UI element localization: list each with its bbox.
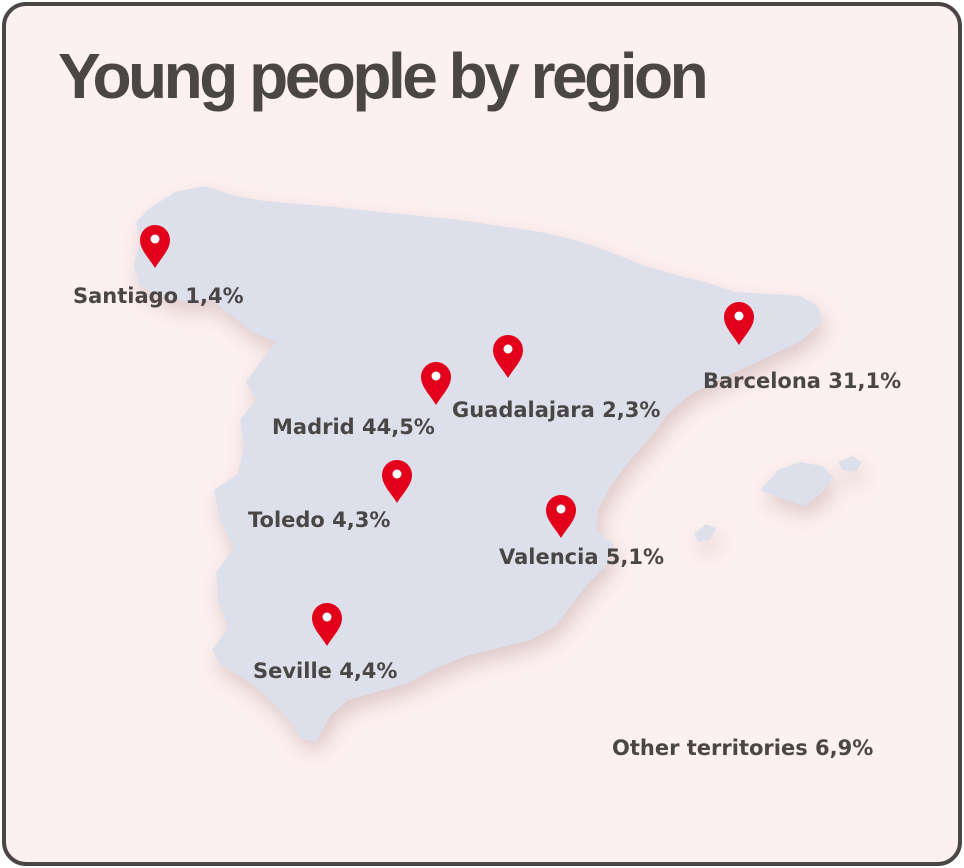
pin-dot [556,504,566,514]
location-pin [140,225,170,268]
region-label: Santiago 1,4% [73,284,244,308]
pin-dot [431,371,441,381]
spain-map [134,186,862,742]
menorca [838,456,862,472]
region-label: Toledo 4,3% [248,508,390,532]
location-pin [312,603,342,646]
location-pin [382,460,412,503]
markers: Santiago 1,4% Barcelona 31,1% Guadalajara … [73,225,901,760]
location-pin [493,335,523,378]
location-pin [421,362,451,405]
pin-dot [322,612,332,622]
region-label: Madrid 44,5% [272,415,435,439]
ibiza [694,524,716,542]
region-label: Guadalajara 2,3% [452,398,660,422]
mainland [134,186,822,742]
location-pin [546,495,576,538]
location-pin [724,302,754,345]
pin-dot [734,311,744,321]
region-label: Valencia 5,1% [499,545,664,569]
pin-dot [392,469,402,479]
region-label: Seville 4,4% [253,659,397,683]
region-label: Other territories 6,9% [612,736,873,760]
mallorca [760,462,834,506]
title: Young people by region [58,40,706,112]
region-label: Barcelona 31,1% [703,369,901,393]
pin-dot [503,344,513,354]
pin-dot [150,234,160,244]
